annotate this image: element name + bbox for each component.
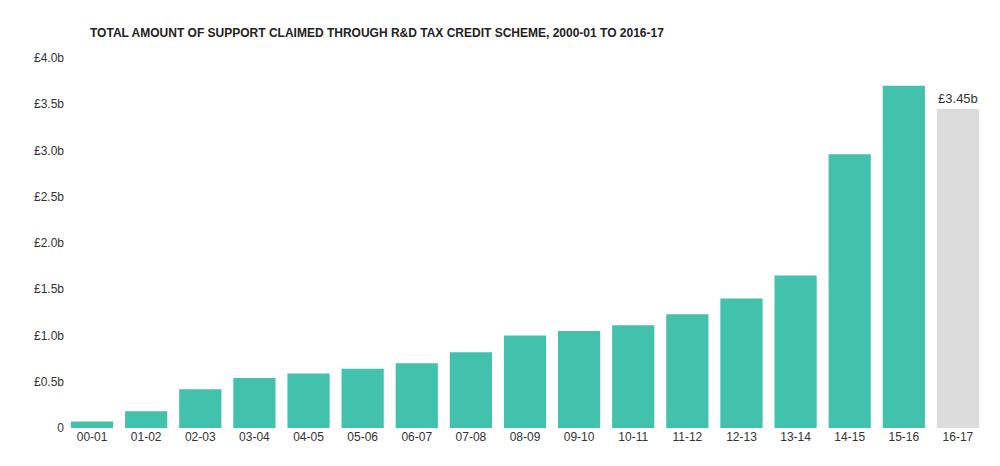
svg-text:TOTAL AMOUNT OF SUPPORT CLAIME: TOTAL AMOUNT OF SUPPORT CLAIMED THROUGH … (90, 26, 664, 40)
svg-text:£1.5b: £1.5b (34, 282, 64, 296)
svg-text:10-11: 10-11 (618, 430, 648, 444)
svg-text:03-04: 03-04 (239, 430, 270, 444)
svg-text:£2.5b: £2.5b (34, 190, 64, 204)
svg-text:16-17: 16-17 (943, 430, 974, 444)
svg-text:02-03: 02-03 (185, 430, 216, 444)
svg-text:14-15: 14-15 (834, 430, 865, 444)
svg-text:£0.5b: £0.5b (34, 375, 64, 389)
svg-text:09-10: 09-10 (564, 430, 595, 444)
svg-text:£3.5b: £3.5b (34, 97, 64, 111)
svg-text:06-07: 06-07 (401, 430, 432, 444)
svg-text:13-14: 13-14 (780, 430, 811, 444)
svg-text:0: 0 (57, 421, 64, 435)
svg-text:07-08: 07-08 (456, 430, 487, 444)
svg-text:15-16: 15-16 (888, 430, 919, 444)
svg-text:04-05: 04-05 (293, 430, 324, 444)
svg-text:08-09: 08-09 (510, 430, 541, 444)
svg-text:£1.0b: £1.0b (34, 329, 64, 343)
svg-text:11-12: 11-12 (672, 430, 702, 444)
svg-text:£4.0b: £4.0b (34, 51, 64, 65)
svg-text:05-06: 05-06 (347, 430, 378, 444)
svg-text:12-13: 12-13 (726, 430, 757, 444)
svg-text:£3.45b: £3.45b (938, 91, 978, 106)
svg-text:£3.0b: £3.0b (34, 144, 64, 158)
svg-text:£2.0b: £2.0b (34, 236, 64, 250)
svg-text:00-01: 00-01 (77, 430, 108, 444)
svg-text:01-02: 01-02 (131, 430, 162, 444)
